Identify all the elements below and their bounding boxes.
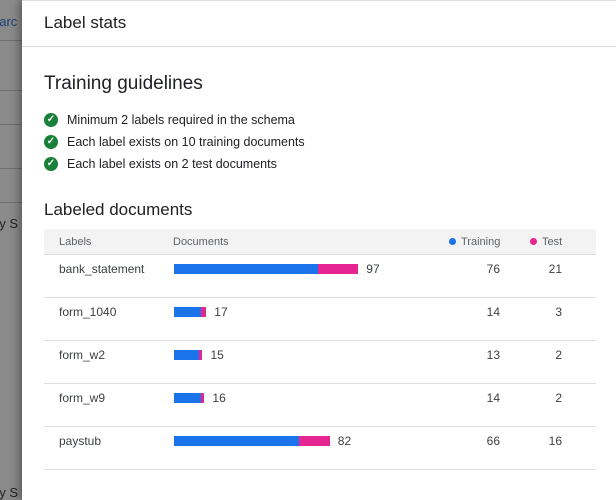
table-row: form_w2 15 13 2 xyxy=(44,341,596,384)
training-bar-segment xyxy=(174,264,319,274)
header-labels: Labels xyxy=(59,236,92,248)
row-test-count: 2 xyxy=(555,348,562,362)
guideline-item: ✓ Each label exists on 10 training docume… xyxy=(44,135,305,149)
training-legend-dot-icon xyxy=(449,238,456,245)
documents-bar xyxy=(174,393,205,403)
row-test-count: 16 xyxy=(548,434,562,448)
row-total: 17 xyxy=(214,305,228,319)
header-test: Test xyxy=(530,236,562,248)
header-training: Training xyxy=(449,236,500,248)
documents-bar xyxy=(174,436,330,446)
row-label: form_w9 xyxy=(59,391,106,405)
documents-bar xyxy=(174,350,203,360)
table-row: paystub 82 66 16 xyxy=(44,427,596,470)
table-row: form_w9 16 14 2 xyxy=(44,384,596,427)
table-header: Labels Documents Training Test xyxy=(44,229,596,255)
row-training-count: 13 xyxy=(486,348,500,362)
test-bar-segment xyxy=(200,393,205,403)
row-label: paystub xyxy=(59,434,102,448)
training-bar-segment xyxy=(174,436,300,446)
training-bar-segment xyxy=(174,350,199,360)
row-label: form_w2 xyxy=(59,348,106,362)
row-training-count: 76 xyxy=(486,262,500,276)
row-training-count: 14 xyxy=(486,305,500,319)
test-legend-dot-icon xyxy=(530,238,537,245)
row-total: 16 xyxy=(212,391,226,405)
guideline-item: ✓ Minimum 2 labels required in the schema xyxy=(44,113,295,127)
table-row: form_1040 17 14 3 xyxy=(44,298,596,341)
test-bar-segment xyxy=(198,350,203,360)
guideline-item: ✓ Each label exists on 2 test documents xyxy=(44,157,277,171)
check-circle-icon: ✓ xyxy=(44,113,58,127)
row-total: 82 xyxy=(337,434,352,448)
documents-bar xyxy=(174,307,207,317)
row-test-count: 21 xyxy=(548,262,562,276)
background-text: ay S xyxy=(0,216,19,231)
background-text: ay S xyxy=(0,485,19,500)
header-documents: Documents xyxy=(173,236,229,248)
row-label: bank_statement xyxy=(59,262,145,276)
labeled-documents-table: Labels Documents Training Test bank_stat… xyxy=(44,229,596,470)
row-training-count: 14 xyxy=(486,391,500,405)
training-guidelines-heading: Training guidelines xyxy=(44,73,203,94)
check-circle-icon: ✓ xyxy=(44,135,58,149)
documents-bar xyxy=(174,264,359,274)
labeled-documents-heading: Labeled documents xyxy=(44,200,193,219)
row-test-count: 3 xyxy=(555,305,562,319)
training-bar-segment xyxy=(174,307,201,317)
test-bar-segment xyxy=(299,436,330,446)
row-test-count: 2 xyxy=(555,391,562,405)
label-stats-panel: Label stats Training guidelines ✓ Minimum… xyxy=(22,0,616,500)
row-total: 15 xyxy=(210,348,224,362)
row-training-count: 66 xyxy=(486,434,500,448)
background-text: earc xyxy=(0,14,18,29)
row-total: 97 xyxy=(366,262,380,276)
test-bar-segment xyxy=(318,264,359,274)
table-row: bank_statement 97 76 21 xyxy=(44,255,596,298)
check-circle-icon: ✓ xyxy=(44,157,58,171)
panel-title: Label stats xyxy=(22,1,616,47)
test-bar-segment xyxy=(200,307,207,317)
row-label: form_1040 xyxy=(59,305,117,319)
background-page: earc ay S ay S xyxy=(0,0,22,500)
training-bar-segment xyxy=(174,393,201,403)
